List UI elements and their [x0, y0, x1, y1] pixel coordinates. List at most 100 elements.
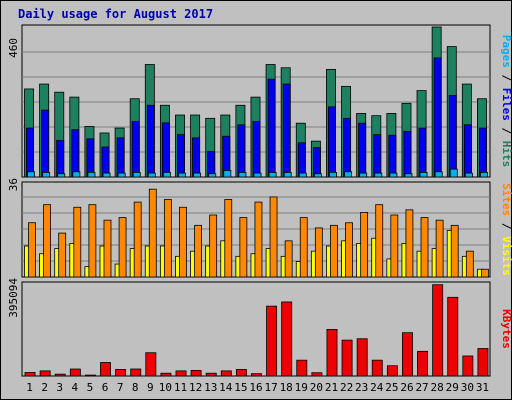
bar-sites-day-13	[209, 214, 218, 278]
bar-files-day-31	[479, 127, 487, 178]
bar-files-day-10	[161, 122, 170, 178]
bar-pages-day-16	[253, 172, 262, 178]
bar-sites-day-1	[28, 222, 36, 278]
bar-pages-day-17	[268, 172, 277, 178]
bar-pages-day-26	[404, 173, 413, 178]
x-tick-label-day-18: 18	[280, 381, 293, 394]
bar-kbytes-day-30	[462, 355, 474, 377]
bar-sites-day-14	[224, 199, 233, 278]
x-tick-label-day-30: 30	[461, 381, 474, 394]
bar-sites-day-24	[375, 204, 384, 278]
bar-files-day-2	[41, 109, 50, 178]
bar-files-day-19	[297, 142, 306, 178]
bar-files-day-23	[358, 122, 367, 178]
bar-files-day-11	[177, 134, 185, 178]
bar-sites-day-2	[43, 204, 51, 278]
bar-pages-day-15	[238, 172, 247, 178]
bar-pages-day-9	[147, 172, 156, 178]
x-tick-label-day-25: 25	[385, 381, 398, 394]
bar-files-day-24	[373, 134, 382, 178]
bar-kbytes-day-16	[251, 373, 262, 377]
x-tick-label-day-1: 1	[26, 381, 33, 394]
bar-pages-day-12	[193, 172, 202, 178]
x-tick-label-day-17: 17	[264, 381, 277, 394]
bar-sites-day-11	[179, 206, 187, 278]
bar-sites-day-3	[58, 232, 67, 278]
x-tick-label-day-27: 27	[415, 381, 428, 394]
bar-files-day-21	[328, 106, 336, 178]
x-tick-label-day-26: 26	[400, 381, 413, 394]
bar-kbytes-day-26	[402, 332, 413, 377]
bar-files-day-13	[207, 151, 216, 178]
bar-pages-day-28	[434, 171, 443, 178]
bar-sites-day-26	[405, 209, 414, 278]
x-tick-label-day-14: 14	[219, 381, 233, 394]
bar-kbytes-day-9	[145, 352, 157, 377]
bar-sites-day-8	[133, 201, 142, 278]
bar-kbytes-day-20	[311, 372, 323, 377]
bar-pages-day-18	[283, 172, 292, 178]
bar-kbytes-day-14	[220, 370, 232, 377]
bar-pages-day-29	[449, 168, 458, 178]
x-tick-label-day-6: 6	[102, 381, 109, 394]
bar-kbytes-day-19	[296, 359, 308, 377]
bar-pages-day-21	[329, 172, 337, 178]
x-tick-label-day-4: 4	[72, 381, 79, 394]
bar-kbytes-day-11	[175, 370, 187, 377]
x-tick-label-day-19: 19	[295, 381, 308, 394]
bar-pages-day-13	[208, 173, 217, 178]
bar-sites-day-7	[118, 217, 127, 278]
bar-kbytes-day-15	[235, 369, 247, 377]
bar-pages-day-22	[344, 171, 353, 178]
x-tick-label-day-12: 12	[189, 381, 202, 394]
bar-files-day-20	[312, 147, 321, 178]
bar-kbytes-day-13	[205, 372, 217, 377]
side-label-part: Hits	[500, 141, 512, 168]
bar-sites-day-18	[284, 240, 293, 278]
x-tick-label-day-9: 9	[147, 381, 154, 394]
bar-pages-day-31	[480, 172, 488, 178]
side-label-part: /	[500, 68, 512, 88]
bar-files-day-7	[116, 137, 125, 178]
bar-files-day-4	[71, 129, 80, 178]
bar-sites-day-4	[73, 206, 82, 278]
bar-files-day-9	[146, 104, 155, 178]
bar-pages-day-1	[27, 171, 35, 178]
bottom-scale-label: 395094	[7, 278, 20, 318]
side-label-part: /	[500, 216, 512, 236]
panel-top	[21, 24, 491, 178]
x-tick-label-day-23: 23	[355, 381, 368, 394]
chart-title: Daily usage for August 2017	[18, 7, 213, 21]
bar-kbytes-day-22	[341, 339, 353, 377]
x-tick-label-day-11: 11	[174, 381, 187, 394]
bar-pages-day-30	[464, 172, 473, 178]
panel-middle	[21, 181, 491, 278]
bar-sites-day-19	[299, 217, 308, 278]
side-label-top: Pages / Files / Hits	[500, 35, 512, 168]
bar-sites-day-27	[420, 217, 429, 278]
bar-kbytes-day-8	[130, 368, 142, 377]
bar-sites-day-21	[330, 224, 338, 278]
bar-files-day-5	[86, 138, 95, 178]
x-tick-label-day-3: 3	[56, 381, 63, 394]
x-tick-label-day-5: 5	[87, 381, 94, 394]
bar-files-day-18	[282, 83, 291, 178]
side-label-part: KBytes	[500, 309, 512, 349]
bar-sites-day-20	[314, 227, 323, 278]
bar-kbytes-day-10	[160, 372, 172, 377]
bar-files-day-28	[433, 57, 442, 178]
bar-kbytes-day-24	[371, 359, 383, 377]
bar-kbytes-day-4	[69, 368, 81, 377]
bar-pages-day-4	[72, 171, 81, 178]
bar-sites-day-15	[239, 217, 248, 278]
x-tick-label-day-21: 21	[325, 381, 338, 394]
bar-kbytes-day-6	[100, 362, 111, 377]
bar-sites-day-16	[254, 201, 263, 278]
bar-files-day-29	[448, 95, 457, 178]
bar-files-day-1	[26, 127, 34, 178]
bar-files-day-25	[388, 134, 397, 178]
bar-pages-day-5	[87, 172, 96, 178]
x-tick-label-day-7: 7	[117, 381, 124, 394]
panel-bottom	[21, 281, 491, 377]
bar-pages-day-8	[132, 172, 141, 178]
